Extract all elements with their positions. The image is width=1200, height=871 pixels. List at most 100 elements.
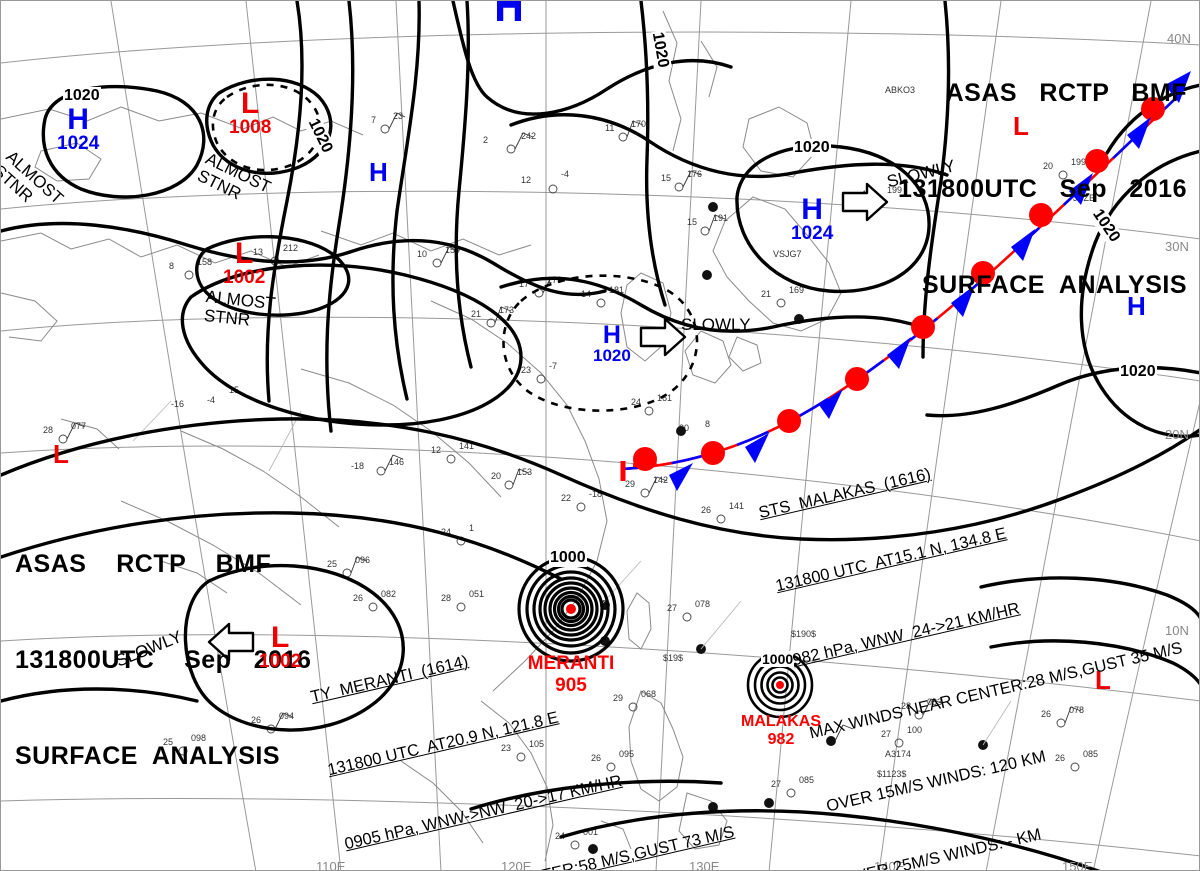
high-value: 1020	[593, 346, 631, 365]
low-symbol: L	[240, 87, 260, 120]
pressure-system-low-ne: L	[1013, 113, 1029, 139]
svg-text:11: 11	[605, 123, 614, 133]
svg-text:-16: -16	[171, 399, 184, 409]
svg-text:146: 146	[389, 457, 404, 467]
svg-text:212: 212	[283, 243, 298, 253]
svg-text:1: 1	[469, 523, 474, 533]
svg-text:085: 085	[1083, 749, 1098, 759]
svg-text:15: 15	[687, 217, 697, 227]
svg-text:-7: -7	[549, 361, 557, 371]
svg-text:158: 158	[197, 257, 212, 267]
svg-text:VSJG7: VSJG7	[773, 249, 802, 259]
svg-text:26: 26	[701, 505, 711, 515]
lon-label-110e: 110E	[316, 859, 346, 871]
svg-text:23: 23	[501, 743, 511, 753]
svg-text:100: 100	[907, 725, 922, 735]
svg-text:29: 29	[625, 479, 635, 489]
svg-text:23: 23	[393, 111, 403, 121]
low-symbol: L	[53, 439, 69, 469]
svg-text:$190$: $190$	[791, 629, 816, 639]
header-bottom-left-line2: 131800UTC Sep 2016	[15, 646, 312, 674]
svg-text:181: 181	[609, 285, 624, 295]
svg-text:051: 051	[469, 589, 484, 599]
svg-text:13: 13	[253, 247, 263, 257]
isobar-label-malakas: 1000	[761, 651, 795, 667]
low-symbol: L	[234, 237, 254, 270]
lon-label-150e: 150E	[1062, 859, 1093, 871]
isobar-label-meranti: 1000	[549, 549, 587, 567]
svg-text:242: 242	[521, 131, 536, 141]
svg-text:24: 24	[631, 397, 641, 407]
svg-text:098: 098	[191, 733, 206, 743]
header-top-right-line2: 131800UTC Sep 2016	[898, 175, 1187, 203]
isobar-label: 1020	[793, 139, 831, 157]
svg-text:2: 2	[483, 135, 488, 145]
svg-text:ABKO3: ABKO3	[885, 85, 915, 95]
svg-text:-4: -4	[561, 169, 569, 179]
high-symbol: H	[602, 321, 621, 349]
svg-text:12: 12	[521, 175, 531, 185]
svg-text:26: 26	[353, 593, 363, 603]
header-bottom-left: ASAS RCTP BMF 131800UTC Sep 2016 SURFACE…	[15, 484, 311, 836]
svg-text:085: 085	[799, 775, 814, 785]
low-value: 1002	[259, 651, 302, 672]
lat-label-20n: 20N	[1165, 427, 1189, 442]
svg-text:159: 159	[445, 245, 460, 255]
pressure-system-high-east: H	[1127, 293, 1146, 319]
pressure-system-high-top: H	[369, 159, 388, 185]
storm-center-label-meranti: MERANTI 905	[509, 653, 633, 697]
svg-text:169: 169	[789, 285, 804, 295]
high-symbol: H	[369, 157, 388, 187]
isobar-label: 1020	[1119, 363, 1157, 381]
svg-text:26: 26	[1055, 753, 1065, 763]
high-value: 1024	[57, 133, 100, 154]
isobar-label: 1020	[63, 87, 101, 105]
svg-text:078: 078	[695, 599, 710, 609]
svg-text:199: 199	[887, 185, 902, 195]
svg-text:20: 20	[491, 471, 501, 481]
svg-text:105: 105	[529, 739, 544, 749]
svg-text:21: 21	[761, 289, 771, 299]
pressure-system-low-west: L	[53, 441, 69, 467]
svg-text:A3174: A3174	[885, 749, 911, 759]
storm-pressure: 905	[555, 674, 587, 696]
svg-text:26: 26	[251, 715, 261, 725]
svg-text:JBZB: JBZB	[1073, 193, 1095, 203]
pressure-system-low-1002-nw: L 1002	[223, 237, 265, 288]
storm-name: MALAKAS	[741, 713, 821, 730]
svg-text:28: 28	[441, 593, 451, 603]
svg-text:15: 15	[661, 173, 671, 183]
pressure-system-high-nw: H 1024	[57, 103, 100, 154]
lat-label-10n: 10N	[1165, 623, 1189, 638]
svg-text:-4: -4	[207, 395, 215, 405]
svg-text:083: 083	[927, 697, 942, 707]
svg-text:24: 24	[441, 527, 451, 537]
storm-pressure: 982	[767, 731, 795, 749]
low-symbol: L	[270, 621, 290, 654]
low-symbol: L	[1013, 111, 1029, 141]
svg-text:096: 096	[355, 555, 370, 565]
svg-text:$1123$: $1123$	[877, 769, 906, 779]
pressure-system-low-se: L	[1095, 667, 1111, 693]
high-symbol: H	[801, 193, 823, 226]
svg-text:095: 095	[619, 749, 634, 759]
svg-text:27: 27	[771, 779, 781, 789]
pressure-system-low-1002-sw: L 1002	[259, 621, 302, 672]
motion-low-1002-nw: ALMOST STNR	[203, 287, 277, 330]
svg-text:153: 153	[517, 467, 532, 477]
svg-text:23: 23	[521, 365, 531, 375]
lat-label-30n: 30N	[1165, 239, 1189, 254]
svg-text:7: 7	[371, 115, 376, 125]
arrow-west-low-sw	[207, 622, 255, 662]
svg-text:29: 29	[613, 693, 623, 703]
svg-text:27: 27	[667, 603, 677, 613]
pressure-system-low-1008: L 1008	[229, 87, 271, 138]
svg-text:068: 068	[641, 689, 656, 699]
pressure-system-high-japan: H 1024	[791, 193, 833, 244]
svg-text:17: 17	[519, 279, 529, 289]
svg-text:173: 173	[499, 305, 514, 315]
high-symbol: H	[67, 103, 89, 136]
svg-text:22: 22	[561, 493, 571, 503]
